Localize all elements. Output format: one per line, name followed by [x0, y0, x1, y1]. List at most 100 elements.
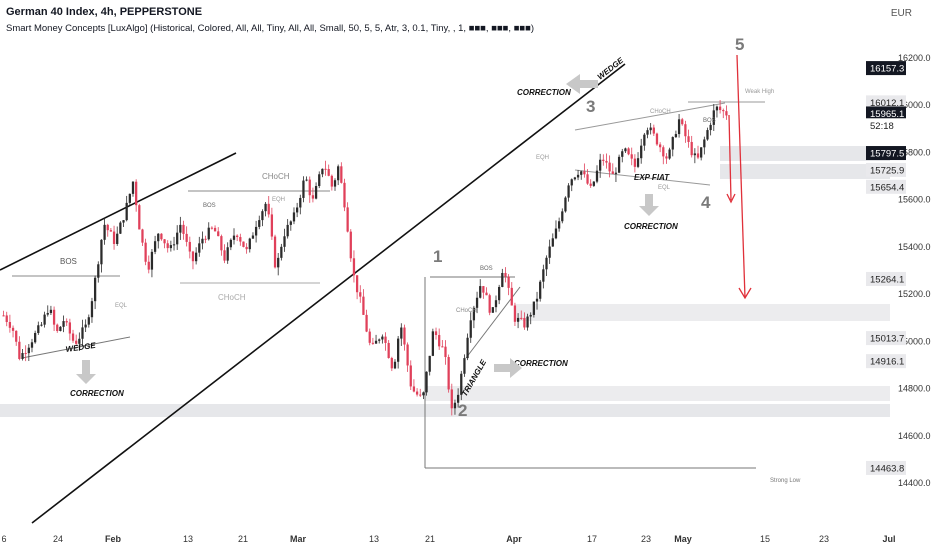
- candle: [434, 327, 438, 340]
- candle: [62, 315, 65, 333]
- candle: [289, 220, 292, 231]
- candle: [419, 388, 422, 397]
- zone-low-2: [0, 404, 890, 417]
- candles[interactable]: [2, 99, 728, 416]
- candle: [56, 323, 59, 333]
- candle: [242, 241, 245, 248]
- candle: [236, 234, 239, 242]
- candle: [706, 127, 709, 141]
- candle: [529, 312, 532, 325]
- candle: [330, 174, 333, 191]
- svg-text:15965.1: 15965.1: [870, 109, 904, 120]
- candle: [258, 215, 261, 230]
- arrow-short: [728, 114, 732, 201]
- candle: [68, 318, 72, 341]
- candle: [409, 360, 412, 391]
- candle: [40, 321, 43, 327]
- candle: [428, 355, 431, 376]
- label-wedge-top: WEDGE: [596, 55, 626, 81]
- candle: [450, 383, 453, 416]
- label-choch-b: CHoCH: [650, 109, 671, 115]
- candle: [21, 349, 24, 361]
- candle: [78, 332, 81, 351]
- candle: [617, 154, 621, 174]
- x-tick-label: 6: [1, 534, 6, 544]
- zone-mid: [515, 304, 890, 321]
- candle: [169, 240, 173, 252]
- label-bos-a: BOS: [480, 266, 493, 272]
- candle: [299, 194, 302, 215]
- candle: [374, 334, 378, 344]
- candle: [138, 203, 141, 230]
- indicator-legend[interactable]: Smart Money Concepts [LuxAlgo] (Historic…: [6, 23, 535, 34]
- candle: [652, 124, 655, 137]
- y-axis[interactable]: 14400.0 14600.0 14800.0 15000.0 15200.0 15400…: [898, 53, 931, 488]
- candle: [649, 122, 652, 135]
- candle: [337, 164, 340, 186]
- candle: [213, 225, 217, 232]
- candle: [397, 336, 400, 369]
- candle: [163, 239, 166, 249]
- x-tick-label: 21: [238, 534, 248, 544]
- label-eql-b: EQL: [658, 185, 671, 191]
- wave-labels: 1 2 3 4 5: [433, 35, 744, 420]
- candle: [160, 233, 163, 241]
- candle: [460, 370, 463, 401]
- price-tag: 15725.9: [866, 162, 906, 177]
- candle: [321, 168, 324, 178]
- y-tick-label: 15800.0: [898, 147, 931, 157]
- y-tick-label: 14400.0: [898, 478, 931, 488]
- label-choch-a: CHoCH: [456, 308, 477, 314]
- candle: [43, 311, 46, 328]
- candle: [561, 208, 564, 224]
- wedge-line-long: [31, 63, 626, 524]
- candle: [576, 169, 580, 181]
- candle: [532, 301, 536, 318]
- candle: [267, 196, 270, 218]
- y-tick-label: 16000.0: [898, 100, 931, 110]
- candle: [453, 399, 457, 415]
- candle: [65, 318, 68, 327]
- candle: [482, 285, 485, 299]
- candle: [725, 105, 728, 120]
- label-correction-left: CORRECTION: [70, 389, 124, 398]
- candle: [103, 217, 106, 245]
- candle: [513, 302, 517, 326]
- arrow-long: [736, 54, 746, 299]
- y-tick-label: 15200.0: [898, 289, 931, 299]
- candle: [147, 255, 150, 274]
- x-axis[interactable]: 6 24 Feb 13 21 Mar 13 21 Apr 17 23 May 15 23 Jul: [1, 534, 895, 544]
- candle: [583, 163, 586, 178]
- currency-label: EUR: [890, 8, 912, 19]
- x-tick-label: Jul: [882, 534, 895, 544]
- candle: [277, 252, 280, 276]
- candle: [709, 122, 712, 136]
- candle: [554, 220, 558, 240]
- chart-title: German 40 Index, 4h, PEPPERSTONE: [6, 6, 203, 18]
- svg-text:16157.3: 16157.3: [870, 64, 904, 75]
- candle: [362, 289, 365, 316]
- candle: [226, 242, 229, 264]
- label-weak-high: Weak High: [745, 89, 774, 95]
- candle: [501, 268, 504, 288]
- candle: [535, 291, 539, 310]
- candle: [128, 193, 131, 206]
- candle: [655, 132, 659, 146]
- candle: [112, 225, 116, 250]
- candle: [526, 313, 529, 331]
- candle: [510, 282, 513, 306]
- candle: [49, 305, 53, 315]
- candle: [422, 391, 425, 400]
- candle: [150, 249, 154, 278]
- candle: [185, 226, 188, 247]
- candle: [87, 314, 90, 328]
- candle: [46, 305, 49, 317]
- candle: [687, 129, 690, 148]
- label-bos-b: BOS: [203, 203, 216, 209]
- candle: [125, 195, 128, 222]
- hint-arrows: [76, 74, 659, 384]
- trendlines[interactable]: [0, 63, 765, 524]
- candle: [516, 313, 520, 329]
